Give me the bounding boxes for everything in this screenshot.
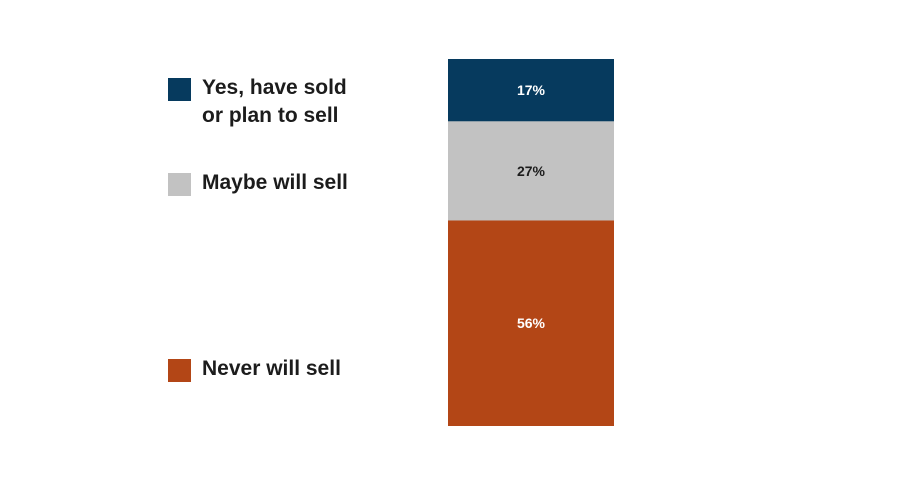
legend-label: Yes, have sold or plan to sell [202,76,347,127]
legend-label: Never will sell [202,357,341,380]
data-label-1: 17% [517,82,546,98]
bar-segment-2 [448,121,614,221]
legend-swatch [168,359,191,382]
legend-swatch [168,78,191,101]
legend-item-2: Maybe will sell [168,171,348,197]
data-label-3: 56% [517,315,546,331]
legend-item-1: Yes, have sold or plan to sell [168,76,347,130]
legend-item-3: Never will sell [168,357,341,383]
bar-segment-1 [448,59,614,122]
legend-swatch [168,173,191,196]
legend-label: Maybe will sell [202,171,348,194]
data-label-2: 27% [517,163,546,179]
bar-segment-3 [448,220,614,426]
